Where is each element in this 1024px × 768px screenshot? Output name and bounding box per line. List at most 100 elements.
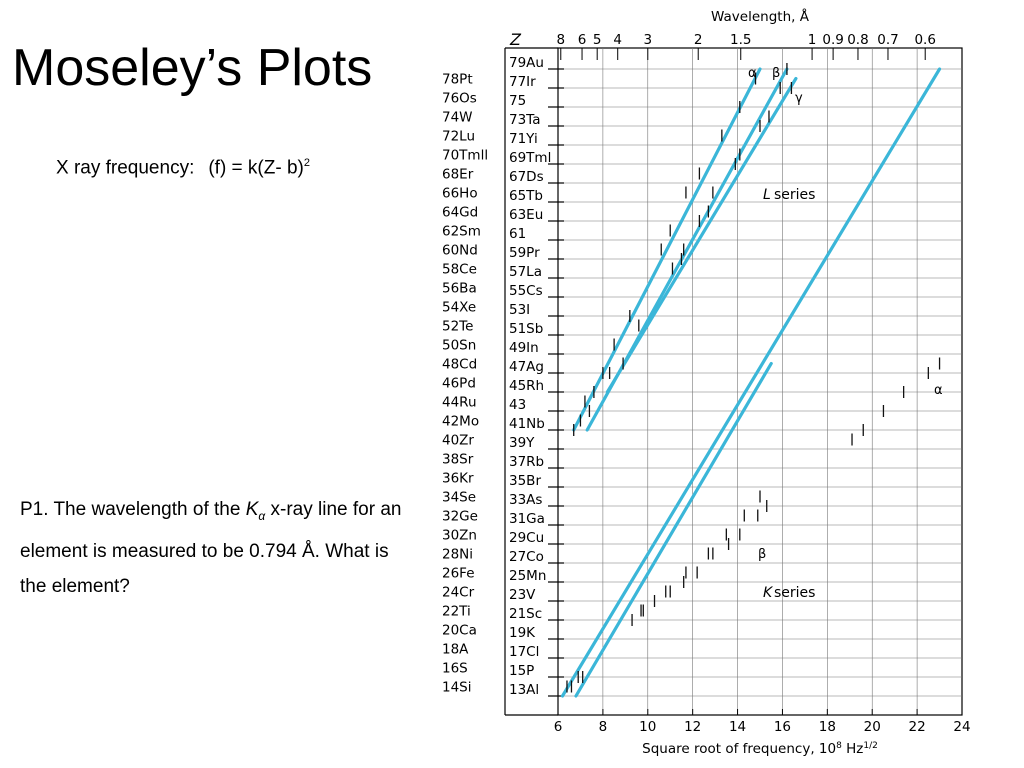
element-label-odd: 19K <box>509 625 536 641</box>
element-label-even: 50Sn <box>442 338 476 354</box>
element-label-odd: 61 <box>509 226 526 242</box>
element-label-even: 76Os <box>442 91 477 107</box>
series-line-K-α <box>560 67 942 698</box>
element-label-odd: 43 <box>509 397 526 413</box>
element-label-even: 36Kr <box>442 471 474 487</box>
element-label-odd: 77Ir <box>509 74 536 90</box>
k-alpha-symbol: Kα <box>245 499 266 523</box>
element-label-even: 70Tmll <box>442 148 488 164</box>
element-label-odd: 63Eu <box>509 207 543 223</box>
x-tick-label: 20 <box>864 719 881 735</box>
x-tick-label: 14 <box>729 719 746 735</box>
problem-suffix: x-ray line for an element is measured to… <box>20 499 402 597</box>
element-label-odd: 71Yi <box>509 131 538 147</box>
element-label-even: 48Cd <box>442 357 477 373</box>
problem-prefix: P1. The wavelength of the <box>20 499 246 520</box>
element-label-odd: 51Sb <box>509 321 543 337</box>
formula-text: X ray frequency: (f) = k(Z- b)2 <box>56 157 310 179</box>
element-label-odd: 41Nb <box>509 416 545 432</box>
element-label-odd: 79Au <box>509 55 544 71</box>
element-label-odd: 37Rb <box>509 454 544 470</box>
element-label-odd: 53I <box>509 302 530 318</box>
top-tick-label: 5 <box>593 32 602 48</box>
l-series-label-rest: series <box>774 187 815 203</box>
l-gamma-label: γ <box>795 91 803 106</box>
element-label-even: 68Er <box>442 167 474 183</box>
top-tick-label: 1 <box>808 32 817 48</box>
element-label-even: 14Si <box>442 680 472 696</box>
element-label-even: 64Gd <box>442 205 478 221</box>
top-tick-label: 4 <box>613 32 622 48</box>
element-label-even: 28Ni <box>442 547 473 563</box>
element-label-even: 20Ca <box>442 623 477 639</box>
element-label-odd: 45Rh <box>509 378 544 394</box>
top-tick-label: 0.7 <box>877 32 898 48</box>
element-label-even: 44Ru <box>442 395 477 411</box>
element-label-odd: 57La <box>509 264 542 280</box>
element-label-even: 60Nd <box>442 243 478 259</box>
top-tick-label: 0.8 <box>847 32 868 48</box>
x-tick-label: 8 <box>599 719 608 735</box>
x-axis-label: Square root of frequency, 108 Hz1/2 <box>642 741 878 757</box>
l-alpha-label: α <box>748 66 757 81</box>
k-beta-label: β <box>758 547 766 562</box>
element-label-odd: 33As <box>509 492 542 508</box>
element-label-even: 34Se <box>442 490 476 506</box>
plot-frame <box>557 47 963 716</box>
element-label-odd: 27Co <box>509 549 544 565</box>
top-tick-label: 3 <box>643 32 652 48</box>
element-label-even: 16S <box>442 661 468 677</box>
element-label-odd: 55Cs <box>509 283 543 299</box>
element-label-odd: 65Tb <box>509 188 543 204</box>
element-label-even: 40Zr <box>442 433 474 449</box>
element-label-odd: 39Y <box>509 435 535 451</box>
element-label-even: 30Zn <box>442 528 477 544</box>
series-line-K-β <box>574 361 773 698</box>
x-tick-label: 6 <box>554 719 563 735</box>
element-label-odd: 67Ds <box>509 169 544 185</box>
element-label-even: 46Pd <box>442 376 476 392</box>
top-tick-label: 1.5 <box>730 32 751 48</box>
element-label-odd: 69Tml <box>509 150 551 166</box>
top-tick-label: 0.6 <box>914 32 935 48</box>
series-line-L-α <box>572 67 762 432</box>
element-label-even: 66Ho <box>442 186 478 202</box>
top-axis-label: Wavelength, Å <box>711 8 810 25</box>
element-label-even: 26Fe <box>442 566 475 582</box>
element-label-even: 58Ce <box>442 262 477 278</box>
l-beta-label: β <box>772 66 780 81</box>
element-label-even: 74W <box>442 110 473 126</box>
element-label-odd: 13Al <box>509 682 539 698</box>
element-label-odd: 17Cl <box>509 644 539 660</box>
element-label-even: 62Sm <box>442 224 481 240</box>
element-label-even: 22Ti <box>442 604 471 620</box>
element-label-odd: 21Sc <box>509 606 542 622</box>
element-label-even: 24Cr <box>442 585 475 601</box>
formula-main: (f) = k(Z- b) <box>208 157 304 179</box>
element-label-even: 72Lu <box>442 129 475 145</box>
top-tick-label: 0.9 <box>822 32 843 48</box>
element-label-odd: 35Br <box>509 473 541 489</box>
element-label-odd: 73Ta <box>509 112 540 128</box>
element-label-odd: 49In <box>509 340 539 356</box>
l-series-label: L <box>763 187 771 203</box>
element-label-even: 52Te <box>442 319 473 335</box>
k-series-label: K <box>763 585 774 601</box>
element-label-odd: 31Ga <box>509 511 545 527</box>
element-label-even: 78Pt <box>442 72 473 88</box>
top-tick-label: 2 <box>694 32 703 48</box>
element-label-odd: 23V <box>509 587 536 603</box>
element-label-even: 42Mo <box>442 414 479 430</box>
x-tick-label: 16 <box>774 719 791 735</box>
element-label-odd: 25Mn <box>509 568 546 584</box>
element-label-even: 18A <box>442 642 469 658</box>
element-label-odd: 29Cu <box>509 530 544 546</box>
element-label-odd: 59Pr <box>509 245 540 261</box>
element-label-odd: 47Ag <box>509 359 544 375</box>
x-tick-label: 12 <box>684 719 701 735</box>
k-alpha-label: α <box>934 383 943 398</box>
element-label-even: 38Sr <box>442 452 474 468</box>
x-tick-label: 10 <box>639 719 656 735</box>
element-label-odd: 15P <box>509 663 534 679</box>
